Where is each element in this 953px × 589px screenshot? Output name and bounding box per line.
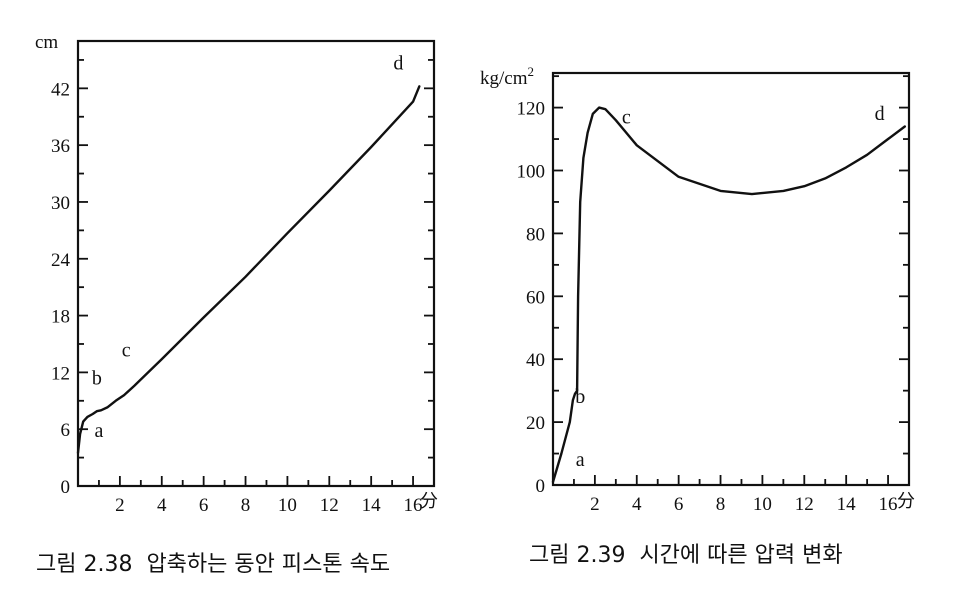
- point-label-d: d: [875, 103, 885, 125]
- point-label-b: b: [575, 386, 585, 408]
- x-tick-label: 6: [199, 495, 209, 516]
- y-unit-label: cm: [35, 32, 58, 53]
- y-tick-label: 36: [51, 136, 70, 157]
- y-tick-label: 18: [51, 307, 70, 328]
- y-unit-base: kg/cm: [480, 68, 528, 89]
- x-tick-label: 4: [157, 495, 167, 516]
- y-tick-label: 40: [526, 350, 545, 371]
- x-tick-label: 6: [674, 494, 684, 515]
- y-tick-label: 100: [517, 161, 546, 182]
- x-ticks: 2 4 6 8 10 12 14 16: [573, 475, 898, 515]
- x-tick-label: 14: [837, 494, 857, 515]
- y-tick-label: 30: [51, 193, 70, 214]
- y-tick-label: 120: [517, 99, 546, 120]
- y-unit-superscript: 2: [528, 64, 535, 79]
- y-ticks: 0 20 40 60 80 100 120: [517, 75, 909, 497]
- point-labels: a b c d: [575, 103, 884, 471]
- point-label-a: a: [576, 449, 585, 471]
- x-tick-label: 2: [115, 495, 125, 516]
- x-tick-label: 4: [632, 494, 642, 515]
- y-tick-label: 0: [536, 476, 546, 497]
- series-line: [551, 106, 906, 484]
- y-tick-label: 0: [61, 477, 71, 498]
- x-ticks: 2 4 6 8 10 12 14 16: [98, 476, 423, 516]
- point-label-a: a: [94, 420, 103, 442]
- y-unit-label: kg/cm2: [480, 64, 534, 89]
- caption-figure-2-38: 그림 2.38 압축하는 동안 피스톤 속도: [36, 552, 390, 577]
- x-tick-label: 10: [753, 494, 772, 515]
- x-tick-label: 16: [879, 494, 898, 515]
- point-label-b: b: [92, 368, 102, 390]
- point-labels: a bc d: [92, 52, 404, 441]
- x-tick-label: 2: [590, 494, 600, 515]
- x-unit-label: 分: [897, 491, 915, 512]
- x-tick-label: 16: [404, 495, 423, 516]
- y-tick-label: 60: [526, 287, 545, 308]
- y-tick-label: 12: [51, 363, 70, 384]
- plot-frame: [551, 71, 911, 487]
- x-tick-label: 12: [795, 494, 814, 515]
- plot-frame: [76, 39, 436, 488]
- y-tick-label: 80: [526, 224, 545, 245]
- x-tick-label: 8: [241, 495, 251, 516]
- x-unit-label: 分: [420, 491, 438, 512]
- x-tick-label: 14: [362, 495, 382, 516]
- y-tick-label: 20: [526, 413, 545, 434]
- y-tick-label: 24: [51, 250, 71, 271]
- y-ticks: 0 6 12 18 24 30 36 42: [51, 59, 434, 498]
- caption-figure-2-39: 그림 2.39 시간에 따른 압력 변화: [529, 543, 843, 568]
- y-tick-label: 42: [51, 79, 70, 100]
- x-tick-label: 10: [278, 495, 297, 516]
- y-tick-label: 6: [61, 420, 71, 441]
- x-tick-label: 8: [716, 494, 726, 515]
- point-label-d: d: [393, 52, 403, 74]
- point-label-c: c: [122, 339, 131, 361]
- x-tick-label: 12: [320, 495, 339, 516]
- point-label-c: c: [622, 106, 631, 128]
- series-line: [76, 85, 421, 455]
